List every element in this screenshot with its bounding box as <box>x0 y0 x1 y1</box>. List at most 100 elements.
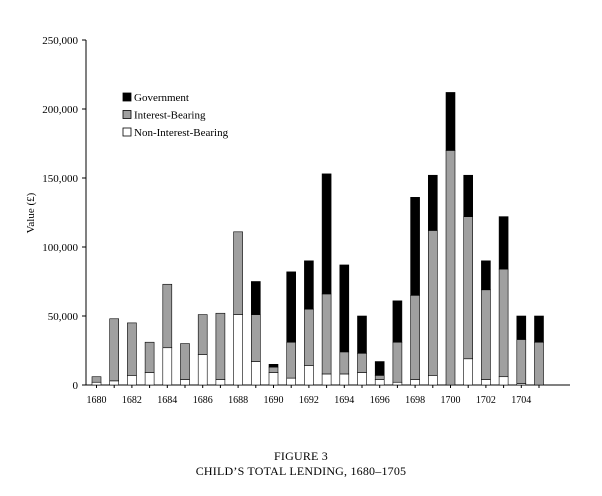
bar-segment-interest-bearing <box>427 230 438 376</box>
x-tick-label: 1704 <box>511 395 531 406</box>
bar-segment-government <box>251 281 261 315</box>
bar-segment-non-interest-bearing <box>357 372 367 386</box>
legend: Government Interest-Bearing Non-Interest-B… <box>122 92 229 139</box>
y-tick-label: 150,000 <box>42 173 78 185</box>
bar-segment-interest-bearing <box>410 294 420 380</box>
bar-segment-interest-bearing <box>180 343 190 380</box>
legend-label-non-interest-bearing: Non-Interest-Bearing <box>134 127 229 139</box>
stacked-bar-chart: Value (£) 0 50,000 100,000 150,000 200,000 25… <box>25 35 570 406</box>
bar-segment-non-interest-bearing <box>215 379 226 386</box>
bar-stack-1686 <box>197 314 208 386</box>
bar-stack-1695 <box>357 315 367 386</box>
bar-segment-non-interest-bearing <box>304 365 314 386</box>
x-tick-label: 1686 <box>193 395 213 406</box>
bar-segment-interest-bearing <box>109 318 119 382</box>
legend-swatch-government <box>122 92 132 102</box>
bar-segment-government <box>268 363 279 368</box>
x-tick-label: 1696 <box>370 395 390 406</box>
bar-segment-non-interest-bearing <box>427 375 438 386</box>
x-tick-label: 1694 <box>334 395 354 406</box>
bar-segment-government <box>286 271 297 343</box>
bar-segment-government <box>339 264 350 353</box>
bar-segment-non-interest-bearing <box>127 375 137 386</box>
bar-segment-non-interest-bearing <box>374 379 385 386</box>
bar-segment-non-interest-bearing <box>180 379 190 386</box>
bar-segment-interest-bearing <box>251 314 261 362</box>
bar-segment-interest-bearing <box>268 366 279 373</box>
bar-segment-government <box>304 260 314 310</box>
x-tick-label: 1684 <box>157 395 177 406</box>
y-tick-label: 250,000 <box>42 35 78 47</box>
bar-stack-1694 <box>339 264 350 386</box>
bar-segment-interest-bearing <box>233 231 243 315</box>
bar-segment-interest-bearing <box>197 314 208 355</box>
bar-segment-government <box>516 315 527 340</box>
bar-segment-government <box>374 361 385 376</box>
x-tick-label: 1688 <box>228 395 248 406</box>
bar-stack-1700 <box>445 92 456 386</box>
bar-segment-government <box>410 197 420 296</box>
x-tick-label: 1702 <box>476 395 496 406</box>
bar-segment-interest-bearing <box>516 339 527 384</box>
legend-label-interest-bearing: Interest-Bearing <box>134 110 206 122</box>
bar-segment-interest-bearing <box>374 375 385 380</box>
bar-segment-non-interest-bearing <box>233 314 243 386</box>
bar-segment-interest-bearing <box>215 312 226 380</box>
bar-stack-1689 <box>251 281 261 386</box>
x-tick-label: 1682 <box>122 395 142 406</box>
bar-stack-1688 <box>233 231 243 386</box>
bar-segment-non-interest-bearing <box>481 379 491 386</box>
bar-stack-1684 <box>162 283 173 386</box>
bar-stack-1693 <box>321 173 332 386</box>
bar-segment-government <box>463 174 474 217</box>
figure-label: FIGURE 3 <box>274 449 328 463</box>
legend-swatch-interest-bearing <box>122 110 132 119</box>
bar-stack-1705 <box>534 315 544 386</box>
x-tick-label: 1700 <box>441 395 461 406</box>
bar-segment-government <box>392 300 403 343</box>
bar-segment-interest-bearing <box>463 216 474 360</box>
bar-segment-non-interest-bearing <box>144 372 155 386</box>
bar-segment-non-interest-bearing <box>410 379 420 386</box>
bar-stack-1702 <box>481 260 491 386</box>
bar-segment-interest-bearing <box>357 352 367 373</box>
x-tick-label: 1692 <box>299 395 319 406</box>
bar-segment-government <box>534 315 544 343</box>
bar-stack-1682 <box>127 322 137 386</box>
bar-groups <box>91 92 544 386</box>
bar-segment-non-interest-bearing <box>339 373 350 386</box>
legend-label-government: Government <box>134 92 189 104</box>
bar-segment-non-interest-bearing <box>197 354 208 386</box>
bar-segment-non-interest-bearing <box>251 361 261 386</box>
x-tick-label: 1698 <box>405 395 425 406</box>
bar-stack-1697 <box>392 300 403 386</box>
bar-segment-non-interest-bearing <box>463 358 474 386</box>
y-tick-label: 100,000 <box>42 242 78 254</box>
bar-stack-1704 <box>516 315 527 386</box>
bar-stack-1696 <box>374 361 385 386</box>
bar-stack-1690 <box>268 363 279 386</box>
bar-segment-interest-bearing <box>144 341 155 373</box>
bar-segment-non-interest-bearing <box>109 380 119 386</box>
bar-segment-non-interest-bearing <box>162 347 173 386</box>
bar-segment-non-interest-bearing <box>286 377 297 386</box>
bar-stack-1692 <box>304 260 314 386</box>
bar-segment-government <box>357 315 367 354</box>
bar-segment-government <box>321 173 332 295</box>
bar-segment-non-interest-bearing <box>268 372 279 386</box>
y-axis-title: Value (£) <box>25 192 37 233</box>
bar-stack-1703 <box>498 216 509 386</box>
bar-segment-interest-bearing <box>339 351 350 375</box>
bar-stack-1701 <box>463 174 474 386</box>
bar-segment-interest-bearing <box>162 283 173 349</box>
bar-segment-government <box>427 174 438 231</box>
bar-segment-interest-bearing <box>392 341 403 383</box>
bar-segment-interest-bearing <box>481 289 491 380</box>
y-tick-label: 200,000 <box>42 104 78 116</box>
bar-segment-non-interest-bearing <box>498 376 509 386</box>
bar-stack-1691 <box>286 271 297 386</box>
y-tick-label: 0 <box>73 380 79 392</box>
bar-segment-non-interest-bearing <box>91 381 102 386</box>
legend-swatch-non-interest-bearing <box>122 127 132 137</box>
bar-stack-1681 <box>109 318 119 386</box>
